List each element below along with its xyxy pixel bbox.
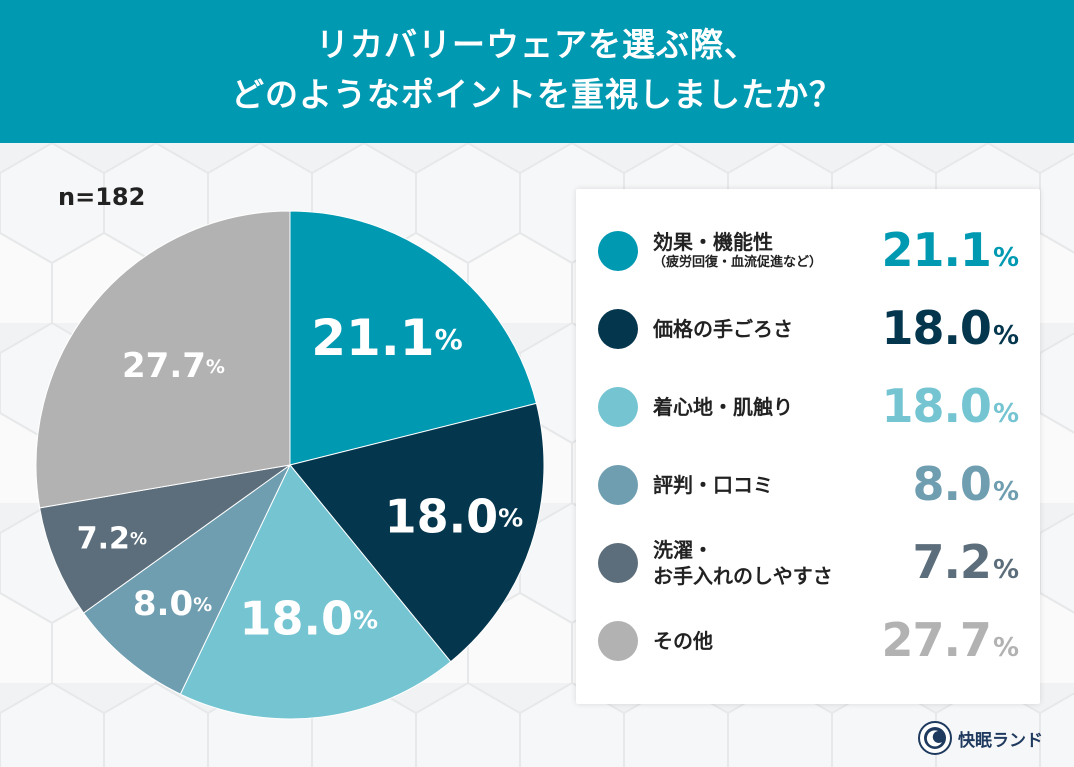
legend-item: 着心地・肌触り 18.0% bbox=[598, 377, 1019, 437]
legend-value-number: 8.0 bbox=[912, 457, 991, 511]
legend-label-sub: （疲労回復・血流促進など） bbox=[653, 255, 823, 270]
pie-slice-5 bbox=[39, 464, 291, 614]
legend-label: 着心地・肌触り bbox=[653, 395, 793, 419]
legend-label-main: 効果・機能性 bbox=[653, 230, 773, 254]
legend-item: 価格の手ごろさ 18.0% bbox=[598, 299, 1019, 359]
legend-swatch bbox=[598, 465, 638, 505]
legend-value-percent: % bbox=[992, 477, 1019, 507]
chart-legend: 効果・機能性 （疲労回復・血流促進など） 21.1% 価格の手ごろさ 18.0% 着心地・… bbox=[576, 189, 1040, 704]
legend-value-number: 18.0 bbox=[881, 379, 991, 433]
legend-value-percent: % bbox=[992, 555, 1019, 585]
legend-label-main: 洗濯・ bbox=[653, 538, 713, 562]
pie-slice-label-1: 21.1% bbox=[311, 308, 462, 366]
legend-value-number: 18.0 bbox=[881, 301, 991, 355]
legend-label: その他 bbox=[653, 629, 713, 653]
chart-title-line-2: どのようなポイントを重視しましたか？ bbox=[231, 75, 843, 114]
legend-label: 洗濯・ お手入れのしやすさ bbox=[653, 537, 833, 589]
legend-value: 18.0% bbox=[881, 301, 1019, 355]
legend-value-percent: % bbox=[992, 399, 1019, 429]
chart-title-banner: リカバリーウェアを選ぶ際、 どのようなポイントを重視しましたか？ bbox=[0, 0, 1074, 143]
legend-value: 27.7% bbox=[881, 613, 1019, 667]
legend-value: 8.0% bbox=[912, 457, 1019, 511]
moon-logo-icon bbox=[918, 721, 952, 755]
legend-swatch bbox=[598, 621, 638, 661]
legend-value-percent: % bbox=[992, 633, 1019, 663]
chart-title-line-1: リカバリーウェアを選ぶ際、 bbox=[316, 25, 758, 64]
legend-value-percent: % bbox=[992, 321, 1019, 351]
legend-label: 価格の手ごろさ bbox=[653, 317, 793, 341]
legend-label: 評判・口コミ bbox=[653, 473, 773, 497]
pie-slice-6 bbox=[35, 210, 291, 509]
legend-value: 7.2% bbox=[912, 535, 1019, 589]
pie-slice-label-3: 18.0% bbox=[239, 591, 378, 645]
legend-value: 21.1% bbox=[881, 223, 1019, 277]
legend-swatch bbox=[598, 231, 638, 271]
legend-value-number: 21.1 bbox=[881, 223, 991, 277]
legend-label-sub: お手入れのしやすさ bbox=[653, 564, 833, 588]
pie-slice-label-6: 27.7% bbox=[122, 345, 225, 385]
sample-size-label: n=182 bbox=[58, 183, 146, 211]
pie-slice-label-4: 8.0% bbox=[133, 584, 212, 624]
legend-item: その他 27.7% bbox=[598, 611, 1019, 671]
legend-label: 効果・機能性 （疲労回復・血流促進など） bbox=[653, 229, 822, 271]
legend-value: 18.0% bbox=[881, 379, 1019, 433]
pie-slice-1 bbox=[289, 210, 538, 466]
legend-value-number: 27.7 bbox=[881, 613, 991, 667]
legend-item: 評判・口コミ 8.0% bbox=[598, 455, 1019, 515]
legend-swatch bbox=[598, 387, 638, 427]
pie-slice-label-2: 18.0% bbox=[385, 489, 524, 543]
legend-swatch bbox=[598, 309, 638, 349]
pie-slice-3 bbox=[179, 464, 452, 720]
pie-slice-2 bbox=[289, 402, 545, 663]
brand-logo: 快眠ランド bbox=[918, 720, 1043, 756]
brand-name: 快眠ランド bbox=[958, 730, 1043, 751]
legend-item: 洗濯・ お手入れのしやすさ 7.2% bbox=[598, 533, 1019, 593]
legend-item: 効果・機能性 （疲労回復・血流促進など） 21.1% bbox=[598, 221, 1019, 281]
legend-value-percent: % bbox=[992, 243, 1019, 273]
pie-slice-4 bbox=[82, 464, 291, 695]
legend-value-number: 7.2 bbox=[912, 535, 991, 589]
pie-chart: 21.1% 18.0%18.0% 8.0% 7.2% 27.7% bbox=[35, 210, 545, 720]
legend-swatch bbox=[598, 543, 638, 583]
pie-slice-label-5: 7.2% bbox=[77, 521, 147, 556]
